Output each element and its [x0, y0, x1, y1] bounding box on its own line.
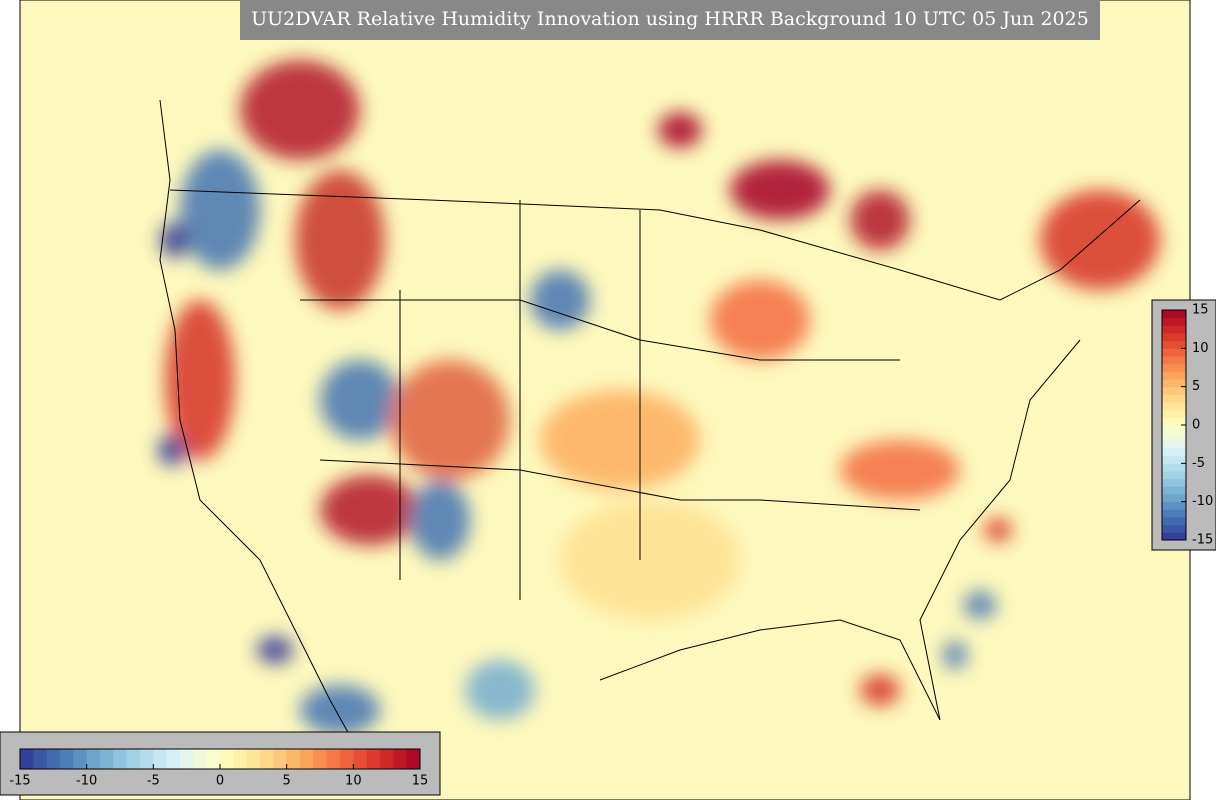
colorbar-segment — [60, 749, 74, 769]
colorbar-segment — [366, 749, 381, 769]
colorbar-segment — [353, 749, 368, 769]
colorbar-segment — [1162, 448, 1186, 457]
colorbar-segment — [73, 749, 88, 769]
colorbar-segment — [1162, 486, 1186, 495]
colorbar-segment — [1162, 310, 1186, 319]
colorbar-segment — [140, 749, 154, 769]
tick-label: 5 — [283, 774, 291, 789]
colorbar-segment — [1162, 501, 1186, 510]
colorbar-segment — [393, 749, 408, 769]
colorbar-segment — [233, 749, 248, 769]
tick-label: 0 — [1192, 418, 1200, 433]
tick-label: -15 — [1192, 533, 1213, 548]
colorbar-segment — [1162, 417, 1186, 426]
colorbar-segment — [1162, 379, 1186, 388]
colorbar-segment — [100, 749, 114, 769]
tick-label: 10 — [1192, 341, 1209, 356]
colorbar-segment — [193, 749, 208, 769]
colorbar-segment — [153, 749, 168, 769]
colorbar-segment — [1162, 517, 1186, 526]
tick-label: -5 — [1192, 456, 1205, 471]
colorbar-segment — [220, 749, 234, 769]
colorbar-segment — [1162, 363, 1186, 372]
tick-label: 0 — [216, 774, 224, 789]
colorbar-segment — [1162, 532, 1186, 541]
tick-label: -10 — [76, 774, 97, 789]
colorbar-segment — [286, 749, 301, 769]
colorbar-segment — [273, 749, 288, 769]
tick-label: 10 — [345, 774, 362, 789]
colorbar-segment — [1162, 463, 1186, 472]
colorbar-segment — [33, 749, 48, 769]
colorbar-segment — [260, 749, 274, 769]
colorbar-segment — [326, 749, 341, 769]
colorbar-segment — [180, 749, 194, 769]
colorbar-segment — [1162, 494, 1186, 503]
tick-label: -10 — [1192, 494, 1213, 509]
tick-label: 15 — [412, 774, 429, 789]
colorbar-segment — [113, 749, 128, 769]
colorbar-bottom: -15 -10 -5 0 5 10 15 — [9, 748, 429, 789]
colorbar-segment — [1162, 478, 1186, 487]
colorbar-segment — [1162, 325, 1186, 334]
tick-label: 15 — [1192, 303, 1209, 318]
colorbar-segment — [1162, 409, 1186, 418]
colorbar-segment — [1162, 524, 1186, 533]
colorbar-segment — [1162, 356, 1186, 365]
innovation-field — [158, 60, 1160, 735]
colorbar-segment — [1162, 394, 1186, 403]
colorbar-segment — [246, 749, 261, 769]
colorbar-segment — [1162, 340, 1186, 349]
colorbar-segment — [1162, 471, 1186, 480]
colorbar-segment — [1162, 333, 1186, 342]
colorbar-segment — [1162, 440, 1186, 449]
colorbar-segment — [126, 749, 141, 769]
colorbar-segment — [1162, 371, 1186, 380]
colorbar-segment — [340, 749, 354, 769]
colorbar-segment — [300, 749, 314, 769]
tick-label: -5 — [147, 774, 160, 789]
tick-label: 5 — [1192, 379, 1200, 394]
colorbar-segment — [20, 749, 34, 769]
boundaries — [159, 99, 1141, 791]
colorbar-segment — [1162, 509, 1186, 518]
colorbar-segment — [1162, 425, 1186, 434]
colorbar-segment — [1162, 317, 1186, 326]
tick-label: -15 — [9, 774, 30, 789]
colorbar-segment — [46, 749, 61, 769]
colorbar-right: 15 10 5 0 -5 -10 -15 — [1161, 303, 1213, 548]
colorbar-segment — [1162, 386, 1186, 395]
colorbar-segment — [206, 749, 221, 769]
colorbar-segment — [406, 749, 421, 769]
colorbar-segment — [1162, 455, 1186, 464]
colorbar-segment — [86, 749, 101, 769]
colorbar-segment — [1162, 348, 1186, 357]
title: UU2DVAR Relative Humidity Innovation usi… — [251, 8, 1089, 30]
colorbar-segment — [380, 749, 394, 769]
colorbar-segment — [1162, 402, 1186, 411]
colorbar-segment — [1162, 432, 1186, 441]
title-box — [240, 0, 1100, 40]
colorbar-segment — [313, 749, 328, 769]
colorbar-segment — [166, 749, 181, 769]
